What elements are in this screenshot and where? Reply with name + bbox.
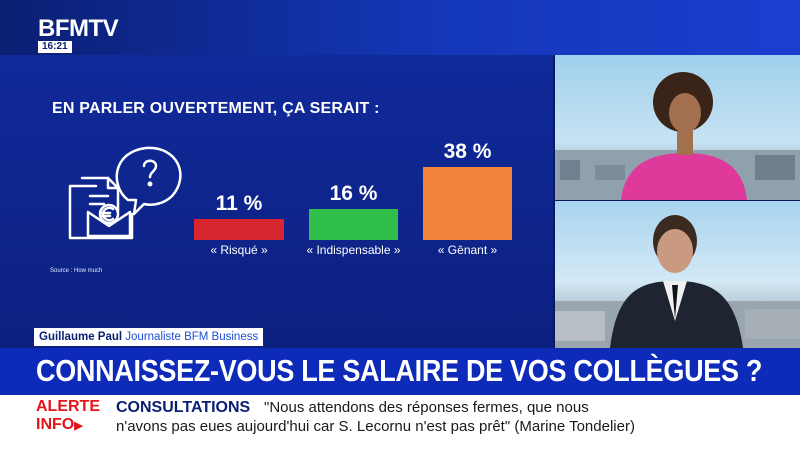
lower-third-name: Guillaume Paul Journaliste BFM Business — [34, 328, 264, 346]
ticker-arrow-icon: ▶ — [74, 420, 83, 432]
alert-line-1: ALERTE — [36, 398, 100, 415]
video-feed-journalist — [555, 201, 800, 348]
document-euro-speech-icon — [68, 146, 182, 240]
alert-info-label: ALERTE INFO▶ — [36, 398, 100, 435]
bar-value-label-2: 38 % — [443, 140, 492, 163]
alert-line-2: INFO▶ — [36, 416, 83, 433]
bar-category-label-2: « Gênant » — [437, 243, 498, 257]
bar-value-label-1: 16 % — [329, 182, 378, 205]
chart-source: Source : How much — [50, 268, 103, 274]
chart-title: EN PARLER OUVERTEMENT, ÇA SERAIT : — [52, 100, 380, 117]
journalist-name: Guillaume Paul — [39, 331, 123, 343]
video-feed-presenter — [555, 55, 800, 200]
bar-category-label-0: « Risqué » — [210, 243, 268, 257]
journalist-role: Journaliste BFM Business — [125, 331, 259, 343]
clock: 16:21 — [38, 41, 72, 53]
bar-value-label-0: 11 % — [215, 192, 263, 215]
headline-text: CONNAISSEZ-VOUS LE SALAIRE DE VOS COLLÈG… — [36, 354, 763, 388]
ticker-topic: CONSULTATIONS — [116, 399, 251, 416]
ticker-line-2: n'avons pas eues aujourd'hui car S. Leco… — [116, 418, 635, 435]
channel-header — [0, 0, 800, 55]
channel-logo: BFMTV — [38, 15, 119, 42]
news-ticker — [0, 395, 800, 450]
bar-category-label-1: « Indispensable » — [306, 243, 401, 257]
headline-band — [0, 348, 800, 395]
ticker-line-1: "Nous attendons des réponses fermes, que… — [264, 399, 589, 416]
